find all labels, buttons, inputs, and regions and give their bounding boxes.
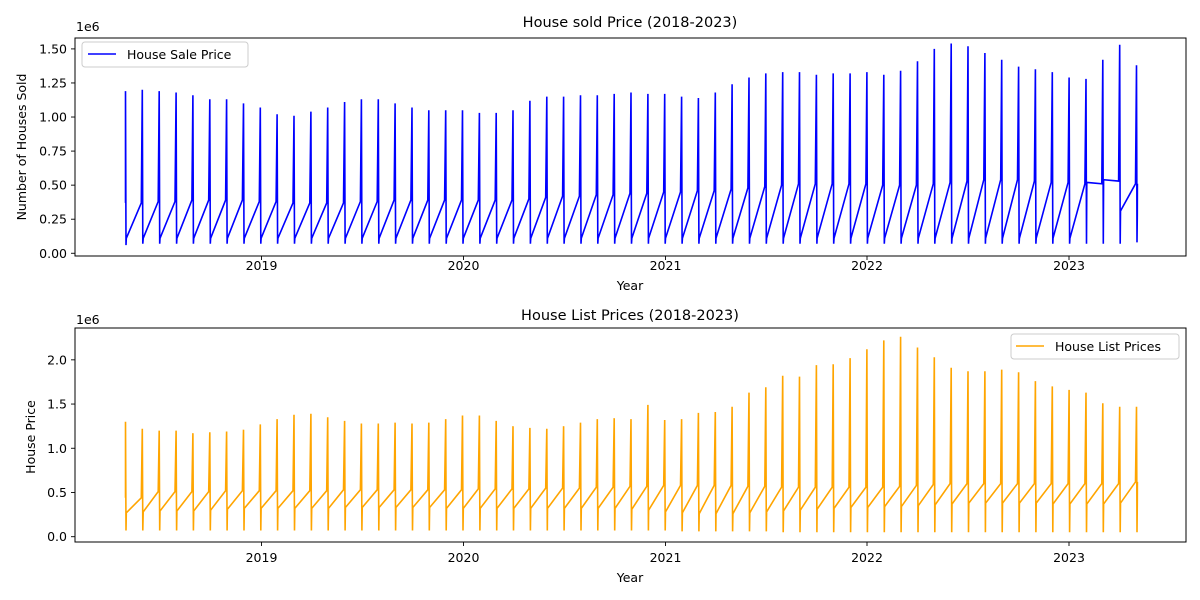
sale-chart-offset-label: 1e6 — [76, 19, 100, 34]
sale-y-tick-label: 0.25 — [39, 212, 67, 227]
sale-y-tick-label: 0.75 — [39, 144, 67, 159]
sale-x-axis-label: Year — [616, 278, 644, 293]
sale-chart-title: House sold Price (2018-2023) — [523, 15, 738, 31]
list-chart-offset-label: 1e6 — [76, 312, 100, 327]
list-x-axis-label: Year — [616, 570, 644, 585]
sale-y-tick-label: 0.50 — [39, 178, 67, 193]
sale-legend: House Sale Price — [81, 41, 249, 68]
list-y-tick-label: 1.5 — [47, 397, 67, 412]
list-x-tick-label: 2019 — [246, 550, 278, 565]
list-price-chart: House List Prices (2018-2023) 1e6 2019 20… — [23, 308, 1187, 585]
list-legend-box — [1010, 333, 1180, 360]
list-series-line — [124, 336, 1139, 533]
sale-x-tick-label: 2019 — [246, 258, 278, 273]
list-chart-title: House List Prices (2018-2023) — [521, 308, 739, 324]
sale-x-tick-label: 2023 — [1053, 258, 1085, 273]
list-y-axis-label: House Price — [23, 400, 38, 474]
sale-x-tick-label: 2021 — [650, 258, 682, 273]
list-y-tick-label: 1.0 — [47, 441, 67, 456]
sale-x-tick-label: 2022 — [851, 258, 883, 273]
sale-plot-frame — [74, 37, 1187, 257]
sale-x-tick-label: 2020 — [448, 258, 480, 273]
sale-y-tick-label: 1.50 — [39, 41, 67, 56]
list-x-tick-label: 2020 — [448, 550, 480, 565]
sale-axis-ticks: 2019 2020 2021 2022 2023 0.00 0.25 0.50 0.75 1.00… — [39, 41, 1085, 273]
list-x-tick-label: 2021 — [650, 550, 682, 565]
list-x-tick-label: 2022 — [851, 550, 883, 565]
sale-y-tick-label: 1.25 — [39, 75, 67, 90]
list-legend: House List Prices — [1010, 333, 1180, 360]
sale-series-lines — [124, 43, 1139, 246]
sale-series-line — [124, 43, 1139, 246]
sale-legend-box — [81, 41, 249, 68]
list-axis-ticks: 2019 2020 2021 2022 2023 0.0 0.5 1.0 1.5 2.0 — [47, 352, 1085, 565]
list-y-tick-label: 2.0 — [47, 352, 67, 367]
list-y-tick-label: 0.5 — [47, 485, 67, 500]
list-y-tick-label: 0.0 — [47, 529, 67, 544]
sale-y-tick-label: 1.00 — [39, 110, 67, 125]
list-plot-frame — [74, 327, 1187, 543]
sale-y-axis-label: Number of Houses Sold — [14, 74, 29, 221]
sale-price-chart: House sold Price (2018-2023) 1e6 2019 202… — [14, 15, 1187, 293]
list-x-tick-label: 2023 — [1053, 550, 1085, 565]
list-legend-label: House List Prices — [1055, 339, 1161, 354]
sale-legend-label: House Sale Price — [127, 47, 232, 62]
sale-y-tick-label: 0.00 — [39, 246, 67, 261]
list-series-lines — [124, 336, 1139, 533]
